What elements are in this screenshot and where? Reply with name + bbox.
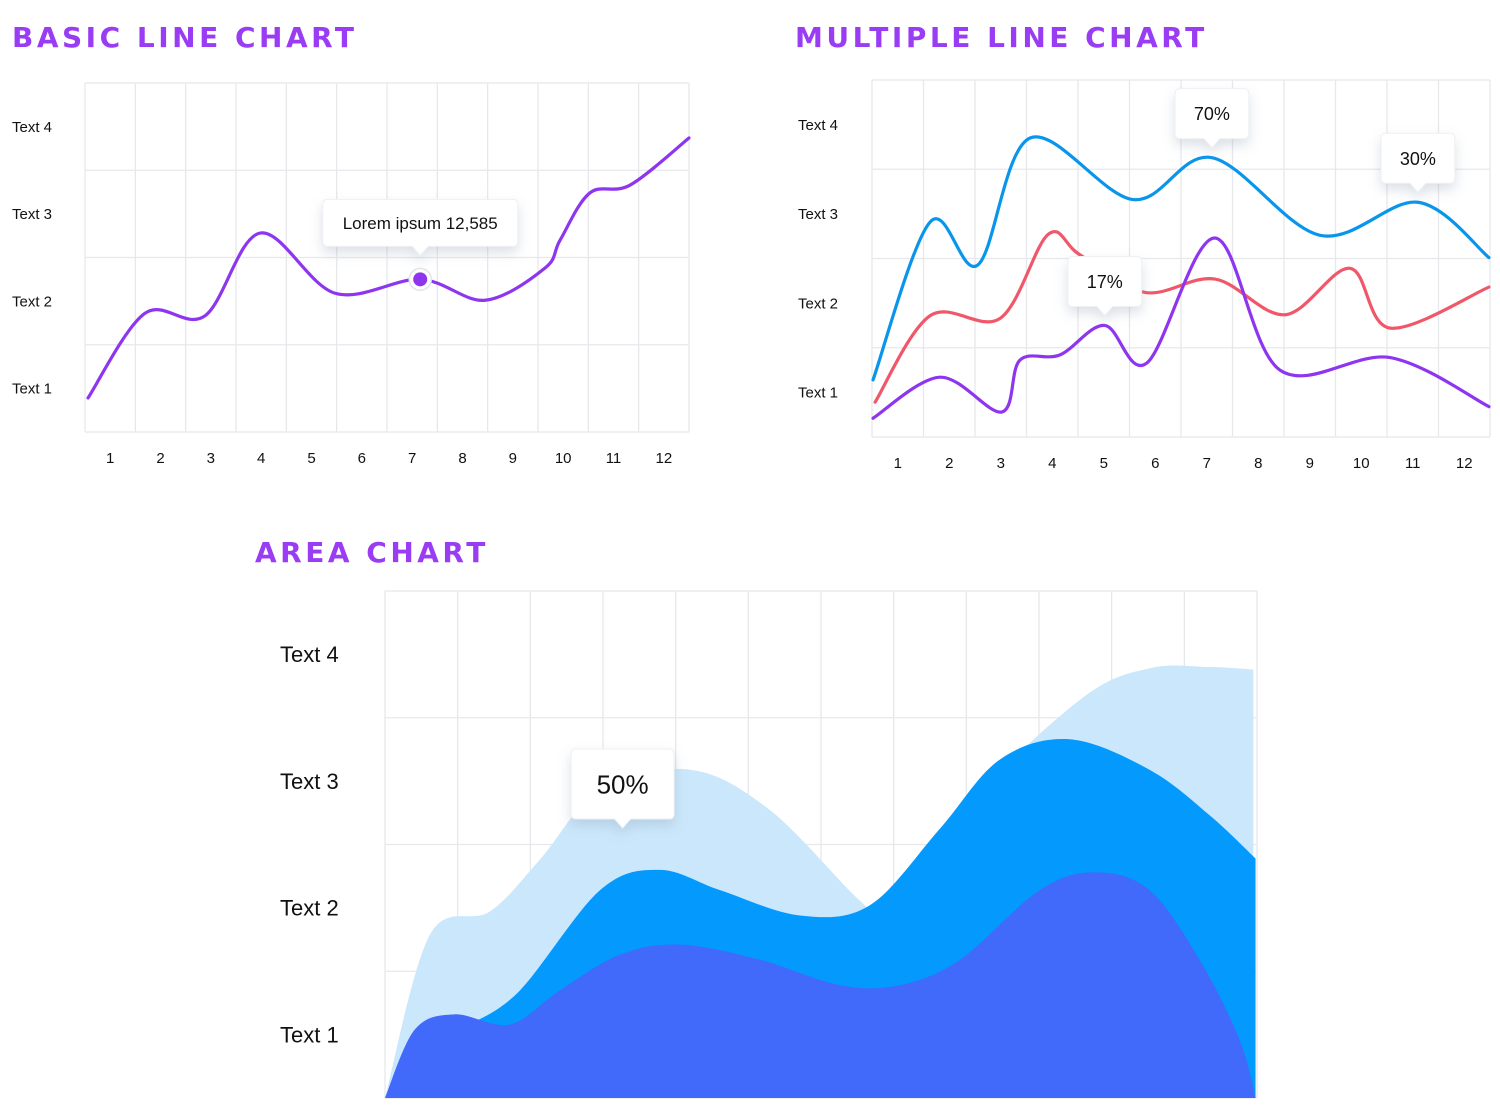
- x-tick-label: 10: [555, 450, 572, 467]
- grid: [84, 82, 690, 433]
- x-tick-label: 12: [1456, 455, 1473, 472]
- x-tick-label: 10: [1353, 455, 1370, 472]
- y-tick-label: Text 4: [280, 642, 339, 667]
- chart-title: AREA CHART: [255, 536, 489, 569]
- x-tick-label: 9: [1306, 455, 1314, 472]
- y-tick-label: Text 2: [12, 293, 52, 310]
- line-series-2: [873, 230, 1491, 404]
- y-tick-label: Text 3: [798, 206, 838, 223]
- tooltip-label: 30%: [1400, 149, 1436, 169]
- multiple-line-chart: MULTIPLE LINE CHART Text 1 Text 2 Text 3 Tex…: [795, 21, 1491, 472]
- x-tick-label: 9: [509, 450, 517, 467]
- tooltip-label: 70%: [1194, 104, 1230, 124]
- tooltip-box: [570, 748, 675, 829]
- x-tick-label: 5: [307, 450, 315, 467]
- data-point-marker[interactable]: [413, 272, 428, 287]
- x-tick-label: 3: [207, 450, 215, 467]
- x-tick-label: 12: [655, 450, 672, 467]
- tooltip: Lorem ipsum 12,585: [322, 198, 519, 292]
- basic-line-chart: BASIC LINE CHART Text 1 Text 2 Text 3 Text 4…: [12, 21, 691, 467]
- tooltip: 17%: [1067, 255, 1143, 317]
- x-tick-label: 8: [458, 450, 466, 467]
- tooltip-label: 50%: [597, 769, 649, 799]
- x-tick-label: 2: [156, 450, 164, 467]
- tooltip-box: [1174, 88, 1250, 149]
- tooltip: 70%: [1174, 88, 1250, 149]
- area-chart: AREA CHART Text 1 Text 2 Text 3 Text 4 50%: [255, 536, 1258, 1099]
- line-series-1: [86, 136, 691, 400]
- chart-title: BASIC LINE CHART: [12, 21, 358, 54]
- tooltip-box: [1067, 255, 1143, 317]
- chart-title: MULTIPLE LINE CHART: [795, 21, 1208, 54]
- x-tick-label: 1: [106, 450, 114, 467]
- y-tick-label: Text 4: [798, 117, 838, 134]
- x-tick-label: 4: [257, 450, 265, 467]
- y-tick-label: Text 1: [280, 1022, 339, 1047]
- y-tick-label: Text 2: [280, 896, 339, 921]
- x-tick-label: 2: [945, 455, 953, 472]
- y-tick-label: Text 3: [280, 769, 339, 794]
- x-tick-label: 11: [606, 450, 622, 467]
- line-series-3: [871, 236, 1491, 420]
- x-tick-label: 11: [1405, 455, 1421, 472]
- tooltip: 30%: [1380, 132, 1456, 194]
- x-tick-label: 8: [1254, 455, 1262, 472]
- x-tick-label: 4: [1048, 455, 1056, 472]
- x-tick-label: 7: [408, 450, 416, 467]
- y-tick-label: Text 1: [12, 381, 52, 398]
- grid: [871, 79, 1491, 438]
- y-tick-label: Text 1: [798, 385, 838, 402]
- x-tick-label: 5: [1100, 455, 1108, 472]
- y-tick-label: Text 4: [12, 119, 52, 136]
- area-series-3: [385, 872, 1256, 1098]
- tooltip-box: [322, 198, 519, 257]
- x-tick-label: 6: [1151, 455, 1159, 472]
- tooltip: 50%: [570, 748, 675, 829]
- y-tick-label: Text 3: [12, 206, 52, 223]
- line-series-1: [871, 135, 1491, 382]
- tooltip-box: [1380, 132, 1456, 194]
- tooltip-label: 17%: [1087, 272, 1123, 292]
- x-tick-label: 7: [1203, 455, 1211, 472]
- x-tick-label: 6: [358, 450, 366, 467]
- tooltip-label: Lorem ipsum 12,585: [343, 214, 498, 233]
- x-tick-label: 3: [997, 455, 1005, 472]
- y-tick-label: Text 2: [798, 295, 838, 312]
- x-tick-label: 1: [894, 455, 902, 472]
